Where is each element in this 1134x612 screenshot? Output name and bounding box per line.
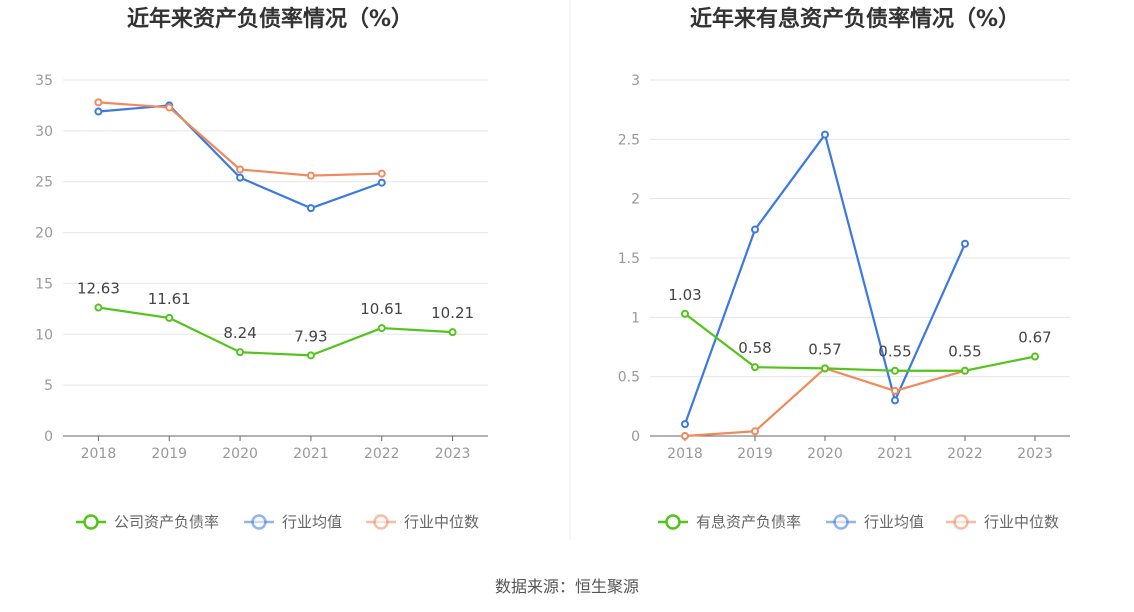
legend-item-median[interactable]: 行业中位数	[946, 513, 1059, 531]
data-point-company	[94, 303, 103, 312]
y-tick-label: 10	[35, 327, 53, 343]
data-point-average	[306, 204, 315, 213]
legend-marker-icon	[665, 514, 681, 530]
legend-item-company[interactable]: 公司资产负债率	[76, 513, 219, 531]
y-tick-label: 3	[631, 73, 640, 89]
data-label: 8.24	[223, 324, 256, 342]
y-tick-label: 1.5	[618, 251, 640, 267]
x-tick-label: 2018	[667, 446, 703, 462]
data-point-average	[751, 225, 759, 234]
series-line-median	[684, 367, 966, 438]
y-tick-label: 0	[631, 429, 640, 445]
data-label: 0.57	[808, 340, 841, 358]
x-tick-label: 2022	[364, 446, 400, 462]
chart-title: 近年来资产负债率情况（%）	[127, 6, 413, 32]
chart-panel-2: 近年来有息资产负债率情况（%） 0 0.5 1 1.5 2 2.5 3 2018 2019 2020…	[618, 6, 1070, 531]
series-line-company	[98, 306, 453, 357]
legend-label: 公司资产负债率	[114, 513, 219, 531]
y-tick-label: 30	[35, 124, 53, 140]
data-source: 数据来源：恒生聚源	[495, 577, 639, 596]
series-line-average	[98, 104, 383, 210]
x-tick-label: 2019	[151, 446, 187, 462]
y-tick-label: 2	[631, 192, 640, 208]
legend-label: 行业均值	[282, 513, 342, 531]
series-line-average	[683, 133, 967, 425]
x-tick-label: 2018	[81, 446, 117, 462]
x-tick-label: 2020	[222, 446, 258, 462]
data-point-company	[306, 351, 315, 360]
data-point-average	[236, 173, 245, 182]
y-tick-label: 15	[35, 276, 53, 292]
chart-panel-1: 近年来资产负债率情况（%） 0 5 10 15 20 25 30 35 2018 2019 2020 2…	[35, 6, 488, 531]
y-tick-label: 1	[631, 310, 640, 326]
data-label: 10.21	[431, 304, 474, 322]
y-tick-label: 0.5	[618, 370, 640, 386]
x-tick-label: 2019	[737, 446, 773, 462]
series-line-company	[684, 312, 1036, 372]
data-label: 0.58	[738, 339, 771, 357]
data-point-company	[821, 364, 829, 373]
data-point-company	[1031, 352, 1039, 361]
data-point-median	[165, 103, 174, 112]
x-tick-label: 2021	[877, 446, 913, 462]
data-point-average	[377, 178, 386, 187]
data-point-company	[236, 348, 245, 357]
legend-label: 行业中位数	[404, 513, 479, 531]
x-tick-label: 2023	[1017, 446, 1053, 462]
y-tick-label: 2.5	[618, 132, 640, 148]
data-point-median	[377, 169, 386, 178]
legend-marker-icon	[833, 514, 849, 530]
legend-item-median[interactable]: 行业中位数	[366, 513, 479, 531]
y-tick-label: 5	[44, 378, 53, 394]
data-point-median	[751, 427, 759, 436]
series-line-median	[98, 101, 382, 177]
data-label: 0.67	[1018, 328, 1051, 346]
data-point-average	[821, 130, 829, 139]
legend-marker-icon	[83, 514, 99, 530]
data-label: 1.03	[668, 286, 701, 304]
data-point-company	[961, 366, 969, 375]
legend-label: 有息资产负债率	[696, 513, 801, 531]
data-point-company	[891, 366, 899, 375]
data-point-median	[236, 165, 245, 174]
data-point-average	[961, 239, 969, 248]
y-tick-label: 25	[35, 175, 53, 191]
data-point-company	[165, 313, 174, 322]
data-point-median	[306, 171, 315, 180]
y-tick-label: 20	[35, 226, 53, 242]
legend-item-average[interactable]: 行业均值	[826, 513, 924, 531]
legend-marker-icon	[373, 514, 389, 530]
legend-item-company[interactable]: 有息资产负债率	[658, 513, 801, 531]
data-label: 0.55	[878, 343, 911, 361]
data-point-company	[448, 328, 457, 337]
data-point-median	[681, 432, 689, 440]
data-label: 0.55	[948, 343, 981, 361]
data-label: 11.61	[148, 290, 191, 308]
data-label: 12.63	[77, 280, 120, 298]
data-point-average	[94, 107, 103, 116]
x-tick-label: 2022	[947, 446, 983, 462]
data-point-company	[681, 309, 689, 318]
legend-marker-icon	[251, 514, 267, 530]
chart-title: 近年来有息资产负债率情况（%）	[690, 6, 1020, 32]
legend-label: 行业均值	[864, 513, 924, 531]
data-point-company	[377, 324, 386, 333]
data-point-average	[891, 396, 899, 405]
data-point-median	[891, 386, 899, 395]
legend-item-average[interactable]: 行业均值	[244, 513, 342, 531]
y-tick-label: 0	[44, 429, 53, 445]
data-point-company	[751, 363, 759, 372]
legend-marker-icon	[953, 514, 969, 530]
data-label: 7.93	[294, 327, 327, 345]
x-tick-label: 2023	[435, 446, 471, 462]
data-point-median	[94, 98, 103, 107]
y-tick-label: 35	[35, 73, 53, 89]
legend-label: 行业中位数	[984, 513, 1059, 531]
x-tick-label: 2021	[293, 446, 329, 462]
data-point-average	[681, 420, 689, 429]
x-tick-label: 2020	[807, 446, 843, 462]
data-label: 10.61	[360, 300, 403, 318]
